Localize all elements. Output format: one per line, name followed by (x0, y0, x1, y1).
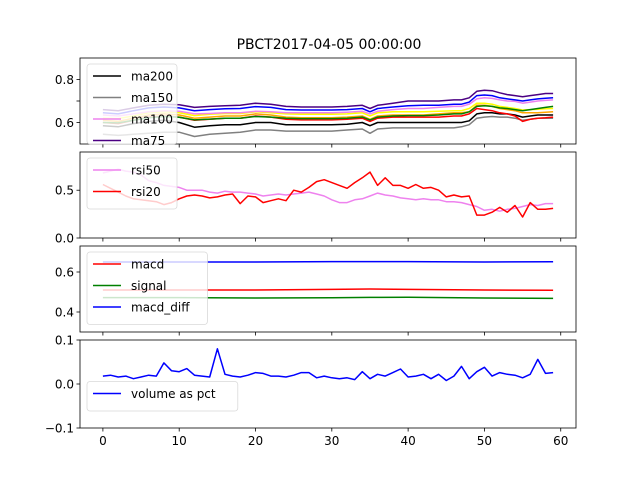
y-tick-label: 0.4 (55, 306, 74, 320)
legend: ma200 ma150 ma100 ma75 (87, 64, 177, 148)
y-tick-label: 0.6 (55, 266, 74, 280)
x-tick-label: 30 (324, 434, 339, 448)
legend-label: ma75 (131, 134, 165, 148)
panel-1: 0.6 0.8 ma200 ma150 ma100 ma75 (55, 58, 576, 148)
x-tick-label: 10 (172, 434, 187, 448)
legend: rsi50 rsi20 (87, 158, 177, 209)
y-tick-label: −0.1 (45, 422, 74, 436)
legend: macd signal macd_diff (87, 252, 207, 325)
legend-label: macd_diff (131, 301, 190, 315)
series-line-volume-as-pct (103, 349, 553, 381)
x-tick-label: 40 (400, 434, 415, 448)
y-tick-label: 0.0 (55, 378, 74, 392)
legend-label: rsi20 (131, 185, 161, 199)
y-tick-label: 0.5 (55, 184, 74, 198)
plot-lines (103, 349, 553, 381)
panel-3: 0.4 0.6 macd signal macd_diff (55, 246, 576, 336)
legend-label: macd (131, 258, 164, 272)
legend-label: ma150 (131, 91, 173, 105)
legend-label: ma200 (131, 70, 173, 84)
legend-label: ma100 (131, 113, 173, 127)
x-tick-label: 0 (99, 434, 107, 448)
panel-4: −0.1 0.0 0.1 0 10 20 30 40 50 60 volume as pct (45, 334, 576, 449)
y-tick-label: 0.8 (55, 73, 74, 87)
x-tick-label: 60 (553, 434, 568, 448)
x-tick-label: 50 (477, 434, 492, 448)
chart-title: PBCT2017-04-05 00:00:00 (237, 37, 422, 53)
y-tick-label: 0.1 (55, 334, 74, 348)
y-tick-label: 0.0 (55, 232, 74, 246)
legend-label: signal (131, 279, 167, 293)
legend-label: rsi50 (131, 164, 161, 178)
legend-label: volume as pct (131, 387, 216, 401)
legend: volume as pct (87, 382, 238, 412)
y-tick-label: 0.6 (55, 116, 74, 130)
x-tick-label: 20 (248, 434, 263, 448)
panel-2: 0.0 0.5 rsi50 rsi20 (55, 152, 576, 246)
